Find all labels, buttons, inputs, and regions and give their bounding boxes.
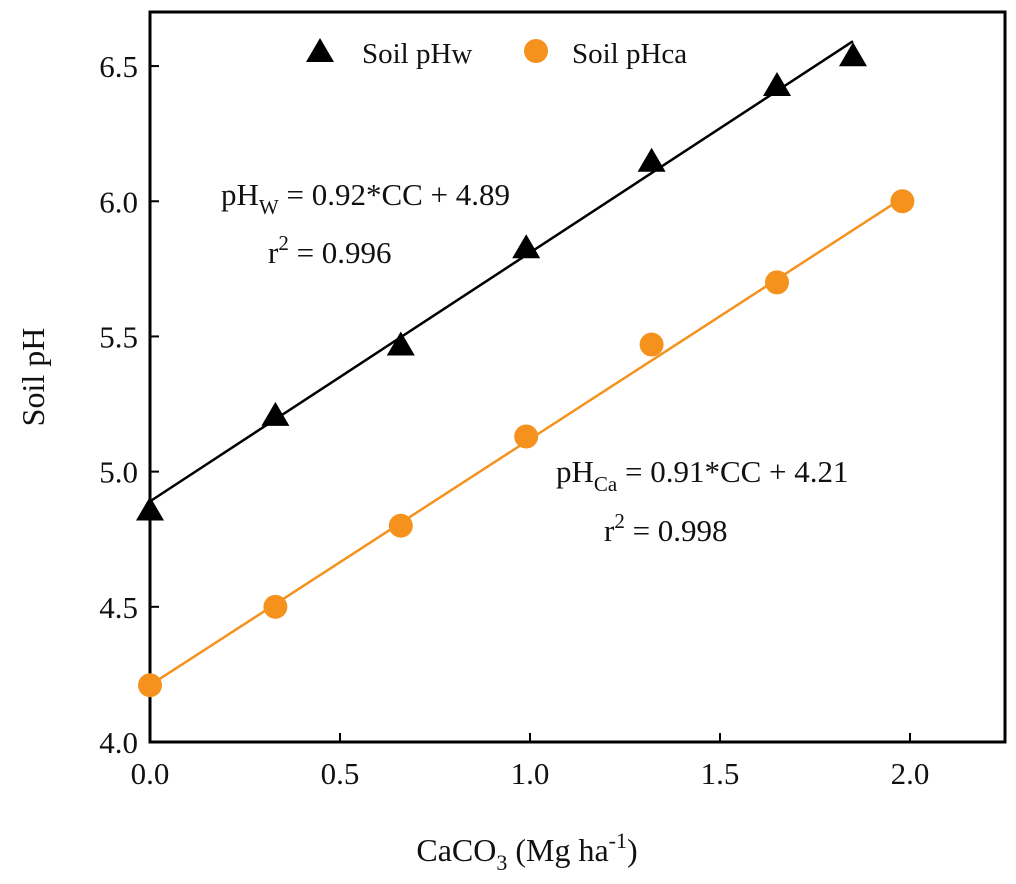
x-tick-label: 0.0 [131,756,170,791]
equation-phca-rhs: = 0.91*CC + 4.21 [617,454,848,489]
y-axis-title: Soil pH [15,328,51,427]
y-tick-label: 6.5 [99,49,138,84]
legend-marker-triangle [306,38,334,62]
x-axis-title-rest: (Mg ha [507,832,608,868]
plot-frame [148,10,1007,744]
legend: Soil pHw Soil pHca [306,38,687,70]
equation-phca: pHCa = 0.91*CC + 4.21 [556,454,849,496]
x-axis-title: CaCO3 (Mg ha-1) [416,828,637,875]
legend-label-phca: Soil pHca [572,38,687,70]
r2-phca: r2 = 0.998 [604,509,728,548]
equation-phw: pHW = 0.92*CC + 4.89 [221,177,510,219]
x-tick-label: 2.0 [891,756,930,791]
x-axis-title-sub: 3 [496,850,507,875]
point-phca [263,594,288,619]
y-tick-label: 4.0 [99,725,138,760]
point-phw [512,234,541,259]
r2-phw-sup: 2 [278,231,289,255]
y-tick-label: 5.0 [99,455,138,490]
x-tick-label: 1.5 [701,756,740,791]
x-tick-label: 1.0 [511,756,550,791]
x-axis-title-end: ) [627,832,638,868]
legend-label-phw: Soil pHw [362,38,472,70]
point-phca [388,513,413,538]
point-phw [839,42,867,67]
point-phw [261,401,290,426]
point-phw [136,496,164,521]
equation-phw-lhs: pH [221,177,259,212]
y-tick-label: 4.5 [99,590,138,625]
equation-phw-rhs: = 0.92*CC + 4.89 [279,177,510,212]
x-axis-ticks: 0.0 0.5 1.0 1.5 2.0 [131,733,930,791]
equation-phw-sub: W [259,195,279,219]
r2-phw-rest: = 0.996 [289,235,392,270]
y-axis-ticks: 4.0 4.5 5.0 5.5 6.0 6.5 [99,49,159,760]
equation-phca-sub: Ca [594,472,618,496]
y-tick-label: 6.0 [99,184,138,219]
fit-lines [149,40,904,687]
x-axis-title-sup: -1 [609,828,627,853]
legend-marker-circle [524,39,548,63]
r2-phca-rest: = 0.998 [625,513,728,548]
r2-phw-r: r [268,235,279,270]
data-points [136,42,915,698]
point-phw [637,147,666,172]
fit-line-phw [149,40,854,503]
x-axis-title-main: CaCO [416,832,496,868]
point-phw [386,331,415,356]
y-tick-label: 5.5 [99,319,138,354]
r2-phca-sup: 2 [614,509,625,533]
equation-phca-lhs: pH [556,454,594,489]
point-phca [138,673,162,698]
r2-phw: r2 = 0.996 [268,231,392,270]
point-phca [765,270,789,295]
r2-phca-r: r [604,513,615,548]
point-phca [890,189,915,214]
point-phw [763,72,791,96]
x-tick-label: 0.5 [321,756,360,791]
point-phca [514,424,539,449]
point-phca [639,332,664,357]
